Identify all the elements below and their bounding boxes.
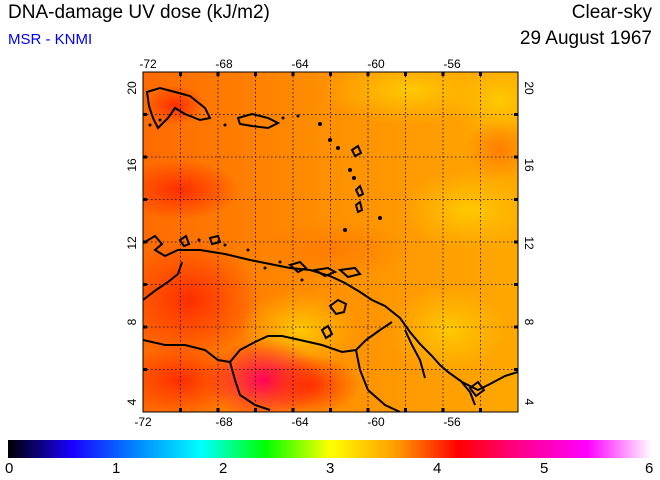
lon-tick-bottom: -72 xyxy=(134,415,152,429)
source-label: MSR - KNMI xyxy=(8,31,93,48)
colorbar-label: 2 xyxy=(219,460,228,477)
lat-tick-left: 12 xyxy=(125,236,139,250)
lat-tick-left: 20 xyxy=(125,81,139,95)
coastlines xyxy=(143,86,518,412)
colorbar-label: 4 xyxy=(433,460,442,477)
lat-tick-right: 20 xyxy=(522,81,536,95)
lon-tick-bottom: -60 xyxy=(367,415,385,429)
lon-tick-top: -72 xyxy=(139,57,157,71)
map-title: DNA-damage UV dose (kJ/m2) xyxy=(8,2,270,23)
lat-tick-right: 12 xyxy=(522,236,536,250)
lat-tick-right: 8 xyxy=(522,319,536,326)
lon-tick-top: -64 xyxy=(291,57,309,71)
small-islands xyxy=(148,114,382,282)
lat-tick-right: 4 xyxy=(522,399,536,406)
lon-tick-bottom: -64 xyxy=(291,415,309,429)
sky-condition-label: Clear-sky xyxy=(571,2,652,23)
frame-ticks xyxy=(143,72,518,412)
axis-labels: -72 -68 -64 -60 -56 -72 -68 -64 -60 -56 … xyxy=(125,57,536,429)
colorbar-label: 0 xyxy=(5,460,14,477)
gridlines xyxy=(143,72,518,412)
lat-tick-left: 16 xyxy=(125,158,139,172)
colorbar-label: 5 xyxy=(540,460,549,477)
colorbar-label: 1 xyxy=(112,460,121,477)
colorbar-label: 3 xyxy=(326,460,335,477)
colorbar xyxy=(8,440,652,458)
lon-tick-bottom: -56 xyxy=(443,415,461,429)
date-label: 29 August 1967 xyxy=(519,28,652,49)
colorbar-label: 6 xyxy=(645,460,654,477)
lat-tick-left: 8 xyxy=(125,318,139,325)
lon-tick-top: -68 xyxy=(215,57,233,71)
lat-tick-right: 16 xyxy=(522,158,536,172)
lon-tick-top: -60 xyxy=(367,57,385,71)
lon-tick-bottom: -68 xyxy=(215,415,233,429)
uv-field xyxy=(143,72,518,412)
lon-tick-top: -56 xyxy=(443,57,461,71)
uv-dose-map: -72 -68 -64 -60 -56 -72 -68 -64 -60 -56 … xyxy=(125,57,536,429)
lat-tick-left: 4 xyxy=(125,398,139,405)
